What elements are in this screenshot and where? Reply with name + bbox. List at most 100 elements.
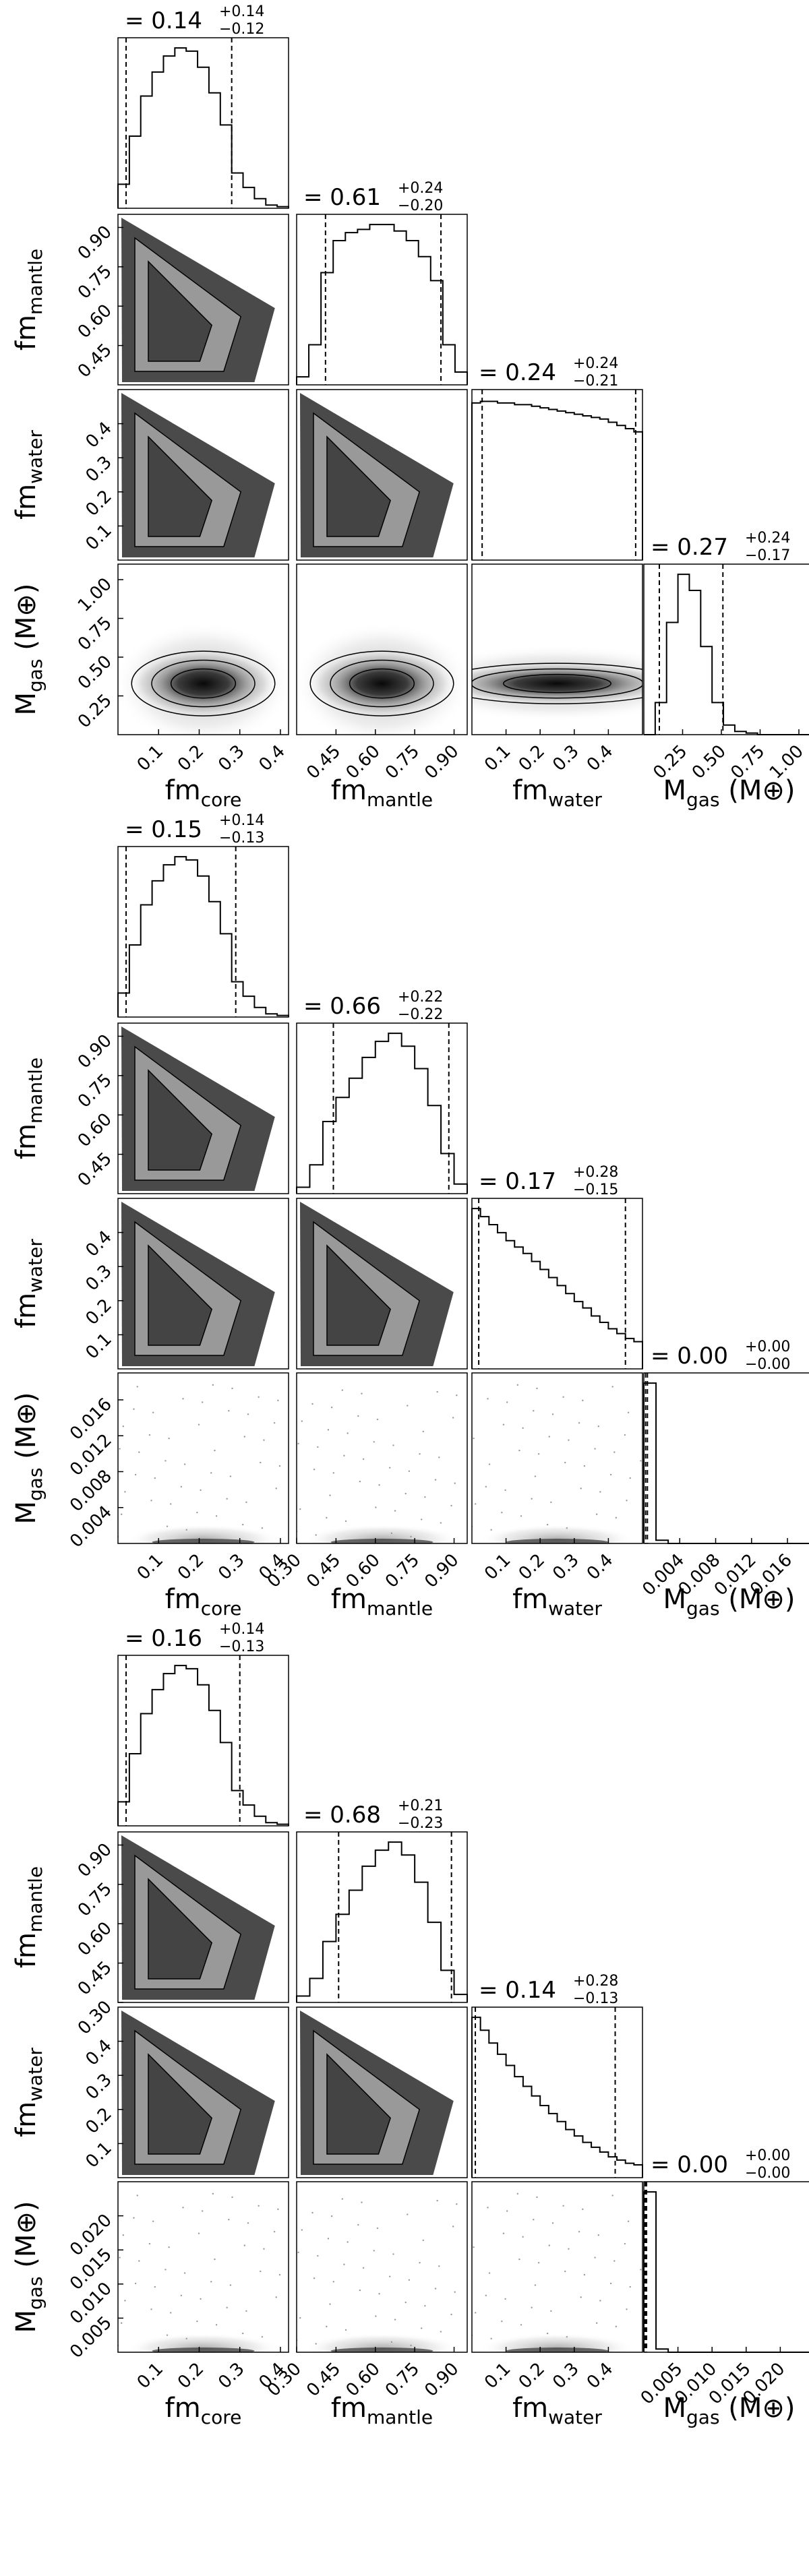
scatter-point — [389, 1467, 391, 1469]
density-strip — [330, 1539, 433, 1543]
scatter-point — [456, 2203, 458, 2205]
density-contours — [472, 2192, 642, 2352]
scatter-point — [562, 1396, 564, 1398]
scatter-point — [278, 1465, 281, 1467]
histogram-panel: = 0.17 +0.28−0.15 — [471, 1164, 643, 1370]
scatter-point — [119, 2257, 121, 2259]
x-tick-label: 0.1 — [481, 2359, 514, 2393]
scatter-point — [627, 1411, 630, 1413]
scatter-point — [580, 1488, 582, 1490]
scatter-point — [450, 1504, 452, 1507]
density-panel — [296, 389, 468, 561]
scatter-point — [487, 2207, 489, 2209]
panel-title-value: = 0.16 — [125, 1625, 202, 1652]
scatter-point — [278, 2273, 281, 2276]
scatter-point — [185, 1529, 187, 1531]
scatter-point — [317, 1446, 319, 1448]
scatter-point — [164, 1460, 167, 1462]
axis-label-main: fm — [11, 484, 42, 520]
panel-title-value: = 0.00 — [651, 2151, 728, 2178]
scatter-point — [473, 1437, 475, 1440]
scatter-point — [241, 1523, 244, 1526]
axis-label-tail: (M⊕) — [11, 1392, 42, 1468]
scatter-point — [362, 2267, 365, 2269]
scatter-point — [564, 1461, 566, 1464]
scatter-point — [326, 1516, 328, 1519]
scatter-point — [548, 2244, 550, 2246]
axis-label-sub: water — [548, 1597, 602, 1620]
contour-line — [148, 1244, 213, 1346]
scatter-point — [229, 1475, 232, 1477]
title-plus-error: +0.14 — [219, 1621, 264, 1638]
scatter-cloud — [126, 1525, 280, 1543]
y-tick-label: 0.4 — [82, 1227, 115, 1260]
scatter-point — [392, 1444, 394, 1446]
title-value: 0.17 — [505, 1168, 556, 1195]
panel-title-value: = 0.68 — [303, 1802, 381, 1829]
corner-plot-3: = 0.16 +0.14−0.130.300.450.600.750.90= 0.… — [11, 1621, 809, 2428]
scatter-point — [243, 2244, 245, 2246]
panel-frame — [471, 1198, 643, 1370]
scatter-point — [390, 1532, 393, 1535]
axis-label-sub: gas — [24, 2276, 47, 2310]
scatter-point — [311, 1403, 313, 1405]
scatter-point — [516, 2192, 519, 2195]
scatter-point — [550, 1501, 552, 1504]
scatter-point — [214, 1449, 216, 1452]
scatter-point — [313, 1469, 316, 1471]
density-panel — [296, 2006, 468, 2178]
scatter-point — [260, 1461, 262, 1464]
density-panel: 0.10.20.30.4 — [82, 1198, 289, 1370]
scatter-point — [420, 2327, 423, 2329]
density-panel: 0.450.600.750.90 — [296, 563, 468, 783]
contour-line — [503, 673, 611, 694]
y-tick-label: 0.60 — [74, 1918, 116, 1960]
scatter-point — [247, 1413, 249, 1415]
x-tick-label: 0.1 — [481, 1550, 514, 1584]
x-tick-label: 0.1 — [133, 1550, 167, 1584]
scatter-point — [624, 1434, 626, 1436]
panel-frame — [643, 2181, 809, 2353]
scatter-point — [196, 2320, 198, 2323]
title-plus-error: +0.24 — [745, 530, 790, 547]
axis-label-main: fm — [11, 2102, 42, 2137]
panel-title-value: = 0.24 — [479, 359, 556, 386]
histogram-panel: = 0.61 +0.24−0.20 — [296, 180, 468, 386]
histogram-panel: = 0.16 +0.14−0.13 — [117, 1621, 289, 1827]
contour-line — [148, 2053, 213, 2155]
contour-line — [330, 659, 434, 708]
y-tick-label: 0.3 — [82, 1261, 115, 1295]
scatter-point — [212, 2192, 214, 2195]
y-tick-label: 0.1 — [82, 1329, 115, 1363]
scatter-point — [537, 2261, 540, 2264]
scatter-point — [420, 1519, 423, 1521]
histogram-step — [471, 2017, 643, 2178]
title-minus-error: −0.13 — [573, 1990, 618, 2007]
y-axis-label: fmmantle — [11, 1866, 47, 1968]
title-value: 0.68 — [330, 1802, 381, 1829]
y-axis-label: fmwater — [11, 2048, 47, 2137]
y-tick-label: 0.1 — [82, 2138, 115, 2172]
title-minus-error: −0.12 — [219, 21, 264, 38]
scatter-point — [452, 2226, 454, 2228]
title-minus-error: −0.17 — [745, 547, 790, 564]
scatter-point — [599, 1491, 601, 1493]
panel-title-value: = 0.15 — [125, 816, 202, 843]
y-tick-label: 0.50 — [74, 652, 116, 694]
scatter-point — [595, 2322, 598, 2324]
scatter-point — [594, 2257, 596, 2259]
scatter-point — [263, 2248, 265, 2250]
axis-label-main: fm — [165, 775, 201, 806]
x-axis-label: fmcore — [165, 1584, 242, 1620]
x-axis-label: fmcore — [165, 775, 242, 811]
scatter-point — [299, 1508, 301, 1510]
corner-plot-2: = 0.15 +0.14−0.130.450.600.750.90= 0.66 +0… — [11, 812, 809, 1620]
scatter-point — [134, 2282, 137, 2285]
scatter-point — [138, 1451, 140, 1453]
scatter-point — [121, 2322, 123, 2324]
y-tick-label: 0.30 — [74, 1997, 116, 2039]
density-contours — [300, 2011, 454, 2175]
scatter-point — [640, 1460, 642, 1462]
